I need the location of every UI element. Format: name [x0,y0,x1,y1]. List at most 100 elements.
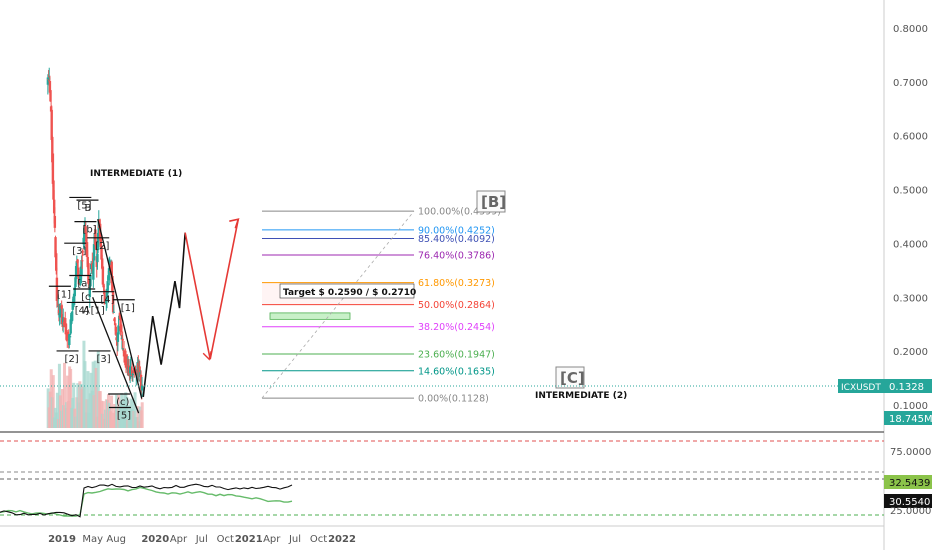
target-label: Target $ 0.2590 / $ 0.2710 [283,288,416,298]
fib-level-label: 76.40%(0.3786) [418,250,495,261]
candle-body [92,244,96,261]
candle-body [72,293,76,302]
candle-body [74,265,78,280]
volume-bar [94,367,98,428]
wave-label: (c) [116,397,129,408]
candle-body [96,253,99,263]
fib-level-label: 38.20%(0.2454) [418,322,495,333]
candle-body [108,267,111,275]
price-tick-label: 0.7000 [893,78,928,89]
candle-body [76,267,80,277]
candle-body [126,361,129,370]
time-tick-label: 2020 [141,534,169,545]
wave-C-box [555,366,585,389]
candle-body [51,153,55,184]
intermediate-2-label: INTERMEDIATE (2) [535,391,627,401]
candle-body [87,276,91,288]
volume-bar [55,392,59,428]
time-tick-label: Oct [217,534,234,545]
candle-body [50,109,53,140]
rsi-value-tag-2 [884,494,932,508]
candle-body [52,180,55,200]
volume-bar [63,362,67,428]
wave-label: [1] [121,303,135,314]
candle-body [68,336,72,338]
volume-bar [72,382,76,428]
price-tick-label: 0.5000 [893,186,928,197]
candle-body [69,319,72,334]
wave-label: [2] [95,241,109,252]
candle-body [130,374,133,376]
rsi-value-label-1: 32.5439 [889,478,930,489]
fib-level-label: 100.00%(0.4599) [418,207,501,218]
candle-body [94,245,98,250]
wave-label: [1] [57,289,71,300]
wave-label: [1] [91,305,105,316]
rsi-value-tag-1 [884,475,932,489]
volume-bar [125,397,129,428]
candle-body [111,276,114,291]
price-tick-label: 0.1000 [893,401,928,412]
wave-label: [3] [72,246,86,257]
candle-body [59,309,62,312]
elliott-wave-drawings[interactable]: [1][2][3][4][5][a][b][cAB[2][4][1][3][5]… [48,196,240,421]
candle-body [114,326,118,335]
channel-lower-line [92,297,140,414]
candle-body [127,365,130,372]
candle-body [106,283,109,294]
candle-body [84,226,87,234]
candle-body [138,366,141,375]
rsi-value-label-2: 30.5540 [889,497,930,508]
wave-label: [4] [75,305,89,316]
symbol-tag [838,379,884,393]
time-tick-label: 2021 [235,534,263,545]
candle-body [62,321,66,326]
candle-body [98,223,102,241]
volume-label: 18.745M [889,414,932,425]
projection-turn-arrowhead [202,351,212,361]
candle-body [96,232,100,250]
candle-body [76,260,79,263]
symbol-tag-label: ICXUSDT [841,383,881,393]
candle-body [81,251,85,253]
candle-body [85,242,89,257]
fib-trend-line [261,210,415,399]
candle-body [121,338,124,341]
candle-body [89,275,92,287]
volume-bar [69,368,73,428]
wave-label: [c [81,292,90,303]
volume-bar [110,395,114,428]
candle-body [113,318,116,322]
axes: 0.8000 0.7000 0.6000 0.5000 0.4000 0.3000 0.20… [48,24,928,545]
candle-body [101,258,104,269]
candle-body [87,263,90,284]
candle-body [113,323,117,326]
candle-body [82,237,85,245]
candle-body [53,215,57,228]
rsi-tick-75: 75.0000 [890,447,931,458]
fib-level-label: 0.00%(0.1128) [418,394,489,405]
fibonacci-retracement[interactable]: 100.00%(0.4599) 90.00%(0.4252)85.40%(0.40… [261,207,501,405]
candle-body [70,311,74,322]
candle-body [54,237,57,258]
candle-body [83,227,86,242]
fib-level-label: 90.00%(0.4252) [418,225,495,236]
projection-path-black[interactable] [142,232,186,398]
projection-path-red[interactable] [184,219,240,360]
rsi-panel [0,483,293,518]
wave-label: [a] [77,279,91,290]
wave-label: [b] [82,225,96,236]
price-tick-label: 0.3000 [893,293,928,304]
volume-bar [136,406,140,428]
candle-body [120,324,123,333]
time-tick-label: May [82,534,103,545]
wave-label: [5] [77,200,91,211]
candle-body [116,332,120,342]
price-tick-label: 0.2000 [893,347,928,358]
candle-body [73,287,76,297]
candle-body [86,257,89,265]
wave-C-label: [C] [560,369,585,387]
wave-label: [3] [96,354,110,365]
